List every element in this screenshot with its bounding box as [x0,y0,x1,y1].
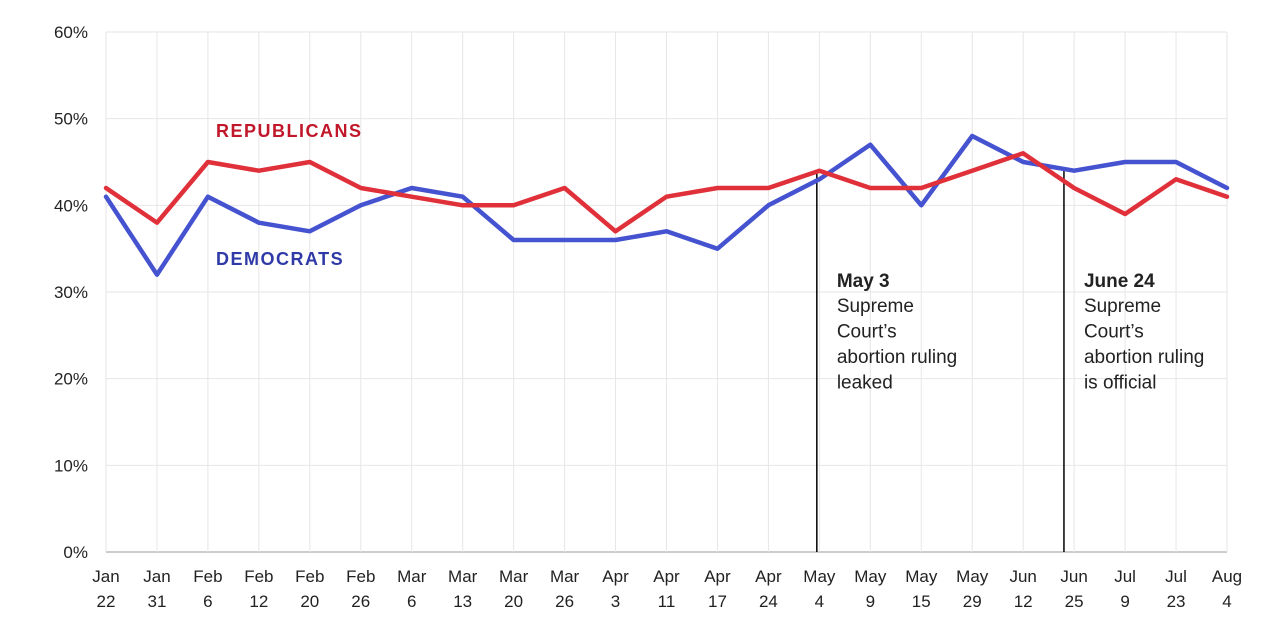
x-tick-label: 29 [963,592,982,611]
x-tick-label: Jun [1009,567,1036,586]
y-tick-label: 40% [54,196,88,215]
x-tick-label: May [956,567,989,586]
x-tick-label: 26 [555,592,574,611]
x-tick-label: 15 [912,592,931,611]
x-tick-label: 6 [407,592,416,611]
x-tick-label: Feb [346,567,375,586]
x-tick-label: 12 [1014,592,1033,611]
grid [105,31,1228,553]
x-tick-label: 4 [1222,592,1231,611]
x-tick-label: Apr [653,567,680,586]
series-lines [103,133,1230,277]
x-tick-label: Jul [1165,567,1187,586]
x-tick-label: May [854,567,887,586]
x-tick-label: 23 [1167,592,1186,611]
annotation-text: leaked [837,373,893,394]
x-tick-label: 25 [1065,592,1084,611]
x-axis: Jan 22 Jan 31 Feb 6 Feb 12 Feb 20 Feb 26 Mar 6 Mar 13 Ma… [92,567,1242,611]
x-tick-label: Jun [1060,567,1087,586]
x-tick-label: Mar [550,567,580,586]
annotation-text: abortion ruling [1084,347,1204,368]
x-tick-label: 22 [97,592,116,611]
annotation-title: June 24 [1084,271,1155,292]
x-tick-label: 3 [611,592,620,611]
x-tick-label: Jan [143,567,170,586]
x-tick-label: 24 [759,592,778,611]
x-tick-label: 20 [300,592,319,611]
x-tick-label: 6 [203,592,212,611]
y-tick-label: 60% [54,23,88,42]
x-tick-label: Apr [704,567,731,586]
x-tick-label: Feb [295,567,324,586]
x-tick-label: May [803,567,836,586]
annotation-text: Court’s [1084,322,1144,343]
x-tick-label: 26 [351,592,370,611]
series-line-republicans [103,151,1230,234]
x-tick-label: Jan [92,567,119,586]
x-tick-label: Feb [193,567,222,586]
x-tick-label: Mar [448,567,478,586]
x-tick-label: Mar [397,567,427,586]
x-tick-label: Jul [1114,567,1136,586]
annotation-text: abortion ruling [837,347,957,368]
x-tick-label: Feb [244,567,273,586]
y-tick-label: 10% [54,456,88,475]
x-tick-label: Mar [499,567,529,586]
annotation-text: Supreme [837,296,914,317]
series-label-republicans: REPUBLICANS [216,121,363,141]
series-label-democrats: DEMOCRATS [216,249,344,269]
series-labels: REPUBLICANS DEMOCRATS [216,121,363,269]
y-tick-label: 0% [63,543,88,562]
x-tick-label: Apr [602,567,629,586]
annotation-text: is official [1084,373,1157,394]
x-tick-label: 4 [815,592,824,611]
x-tick-label: Aug [1212,567,1242,586]
y-tick-label: 50% [54,110,88,129]
annotation-text: Court’s [837,322,897,343]
y-tick-label: 20% [54,370,88,389]
x-tick-label: May [905,567,938,586]
annotation-title: May 3 [837,271,890,292]
x-tick-label: 11 [658,592,676,611]
x-tick-label: 31 [147,592,166,611]
y-tick-label: 30% [54,283,88,302]
x-tick-label: 20 [504,592,523,611]
x-tick-label: 17 [708,592,727,611]
annotation-text: Supreme [1084,296,1161,317]
x-tick-label: 13 [453,592,472,611]
annotations: May 3 Supreme Court’s abortion ruling leaked… [816,170,1204,552]
x-tick-label: Apr [755,567,782,586]
x-tick-label: 12 [249,592,268,611]
x-tick-label: 9 [1120,592,1129,611]
y-axis: 0% 10% 20% 30% 40% 50% 60% [54,23,88,562]
x-tick-label: 9 [866,592,875,611]
